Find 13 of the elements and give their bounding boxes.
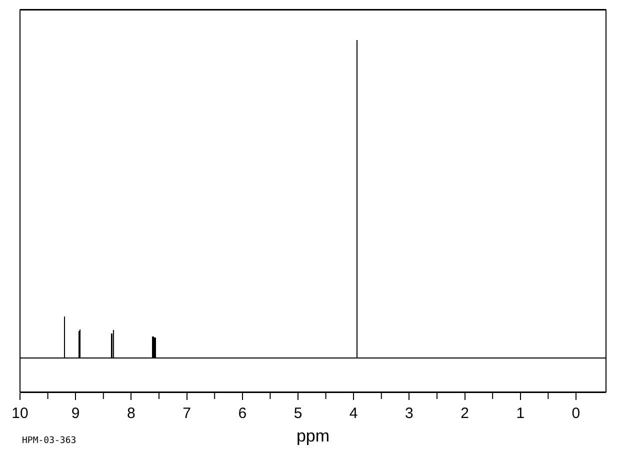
x-tick-label: 3 xyxy=(405,405,414,422)
text: HPM-03-363 xyxy=(22,436,76,446)
x-tick-label: 1 xyxy=(516,405,525,422)
x-tick-label: 8 xyxy=(127,405,136,422)
x-tick-label: 7 xyxy=(182,405,191,422)
x-tick-label: 0 xyxy=(572,405,580,422)
x-tick-label: 2 xyxy=(460,405,469,422)
x-tick-label: 6 xyxy=(238,405,247,422)
x-tick-label: 10 xyxy=(12,405,28,422)
x-tick-label: 4 xyxy=(349,405,358,422)
x-axis-title: ppm xyxy=(296,426,330,446)
x-tick-label: 5 xyxy=(294,405,302,422)
x-tick-label: 9 xyxy=(71,405,80,422)
